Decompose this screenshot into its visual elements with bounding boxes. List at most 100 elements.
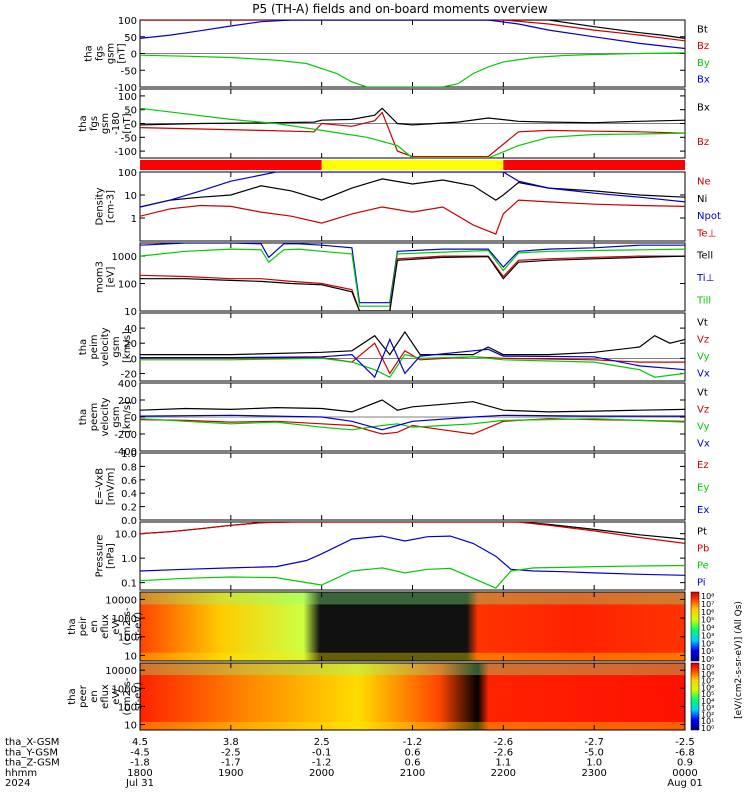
x-axis-value: 2300 <box>581 768 606 779</box>
x-axis-value: -2.5 <box>221 747 241 758</box>
legend-label: Bz <box>697 41 709 52</box>
legend-label: Ez <box>697 460 709 471</box>
y-tick-label: 50 <box>124 106 137 117</box>
heatmap-peer_eflux <box>140 663 685 730</box>
y-tick-label: 50 <box>124 33 137 44</box>
y-axis-label: peer <box>78 684 89 708</box>
colorbar-tick-label: 10³ <box>701 631 714 640</box>
x-axis-value: 2000 <box>309 768 334 779</box>
x-axis-value: 1.1 <box>495 758 511 769</box>
x-axis-value: -5.0 <box>584 747 604 758</box>
x-axis-value: 2200 <box>491 768 516 779</box>
series-Vx <box>140 337 685 379</box>
heatmap-peir_eflux <box>140 592 685 661</box>
y-tick-label: 10 <box>124 307 137 318</box>
series-Pb <box>140 522 685 544</box>
y-tick-label: 100 <box>118 702 137 713</box>
x-axis-value: -4.5 <box>130 747 150 758</box>
y-tick-label: 20 <box>124 339 137 350</box>
heatmap-band <box>140 663 685 676</box>
y-axis-label: (cm2-s- <box>122 677 133 715</box>
y-axis-label: mom3 <box>95 261 106 293</box>
y-axis-label: peim <box>89 334 100 359</box>
series-Te⊥ <box>140 255 685 311</box>
legend-label: Vz <box>697 405 709 416</box>
x-axis-value: -2.6 <box>494 737 514 748</box>
legend-label: Vy <box>697 352 710 363</box>
colorbar-tick-label: 10⁴ <box>701 697 714 706</box>
x-axis-value: 2100 <box>400 768 425 779</box>
y-tick-label: 0.0 <box>121 516 137 527</box>
y-axis-label: tha <box>78 115 89 131</box>
y-tick-label: 10 <box>124 651 137 662</box>
y-axis-label: (cm2-s- <box>122 607 133 645</box>
y-tick-label: 0.1 <box>121 579 137 590</box>
y-axis-label: eV/ <box>111 618 122 635</box>
colorbar-tick-label: 10¹ <box>701 647 714 656</box>
series-Tell <box>140 255 685 311</box>
y-axis-label: gsm <box>111 406 122 427</box>
y-axis-label: [km/s] <box>122 401 133 433</box>
colorbar-tick-label: 10² <box>701 639 714 648</box>
y-axis-label: [eV] <box>106 267 117 288</box>
y-tick-label: -100 <box>114 83 137 94</box>
x-axis-value: 0.9 <box>677 758 693 769</box>
y-tick-label: 0.6 <box>121 476 137 487</box>
colorbar-tick-label: 10⁹ <box>701 663 714 672</box>
colorbar-tick-label: 10⁷ <box>701 677 714 686</box>
figure-title: P5 (TH-A) fields and on-board moments ov… <box>252 2 548 16</box>
legend-label: Bx <box>697 102 710 113</box>
y-tick-label: 10 <box>124 721 137 732</box>
y-axis-label: -180 <box>111 112 122 135</box>
colorbar-tick-label: 10⁵ <box>701 690 714 699</box>
legend-label: Tell <box>696 250 713 261</box>
colorbar-tick-label: 10⁰ <box>701 724 714 733</box>
y-axis-label: [cm-3] <box>106 190 117 223</box>
legend-label: Bx <box>697 75 710 86</box>
legend-label: Vx <box>697 369 710 380</box>
legend-label: Vt <box>697 388 708 399</box>
y-axis-label: tha <box>78 339 89 355</box>
y-tick-label: -20 <box>121 369 137 380</box>
colorbar-tick-label: 10² <box>701 710 714 719</box>
y-axis-label: E=-VxB <box>95 468 106 505</box>
legend-label: Ti⊥ <box>696 273 714 284</box>
legend-label: By <box>697 58 710 69</box>
colorbar-tick-label: 10⁵ <box>701 616 714 625</box>
legend-label: Bt <box>697 24 708 35</box>
series-Vy <box>140 418 685 431</box>
series-Bt <box>140 107 685 126</box>
y-tick-label: 10000 <box>105 595 137 606</box>
colorbar <box>690 662 700 731</box>
y-axis-label: eV/ <box>111 688 122 705</box>
y-tick-label: 1 <box>131 214 137 225</box>
colorbar-tick-label: 10⁶ <box>701 683 714 692</box>
legend-label: Vt <box>697 318 708 329</box>
colorbar-label: [eV/(cm2-s-sr-eV)] (All Qs) <box>734 601 744 719</box>
series-Ti⊥ <box>140 243 685 304</box>
legend-label: Pb <box>697 544 709 555</box>
y-axis-label: fgs <box>89 116 100 131</box>
colorbar <box>690 591 700 662</box>
x-axis-value: -1.8 <box>130 758 150 769</box>
y-tick-label: 400 <box>118 379 137 390</box>
x-axis-value: -0.1 <box>312 747 332 758</box>
series-Bt <box>140 20 685 39</box>
y-tick-label: -400 <box>114 447 137 458</box>
y-axis-label: gsm <box>106 43 117 64</box>
heatmap-band <box>140 592 685 605</box>
colorbar-tick-label: 10⁸ <box>701 592 714 601</box>
legend-label: Till <box>696 296 711 307</box>
y-tick-label: 0 <box>131 413 137 424</box>
x-axis-value: 2.5 <box>314 737 330 748</box>
y-tick-label: 1000 <box>112 252 137 263</box>
y-tick-label: 100 <box>118 168 137 179</box>
x-axis-value: -1.2 <box>403 737 423 748</box>
y-axis-label: eflux <box>100 614 111 639</box>
colorbar-tick-label: 10⁶ <box>701 608 714 617</box>
y-tick-label: -200 <box>114 430 137 441</box>
x-axis-value: 4.5 <box>132 737 148 748</box>
series-By <box>140 52 685 87</box>
legend-label: Vz <box>697 335 709 346</box>
